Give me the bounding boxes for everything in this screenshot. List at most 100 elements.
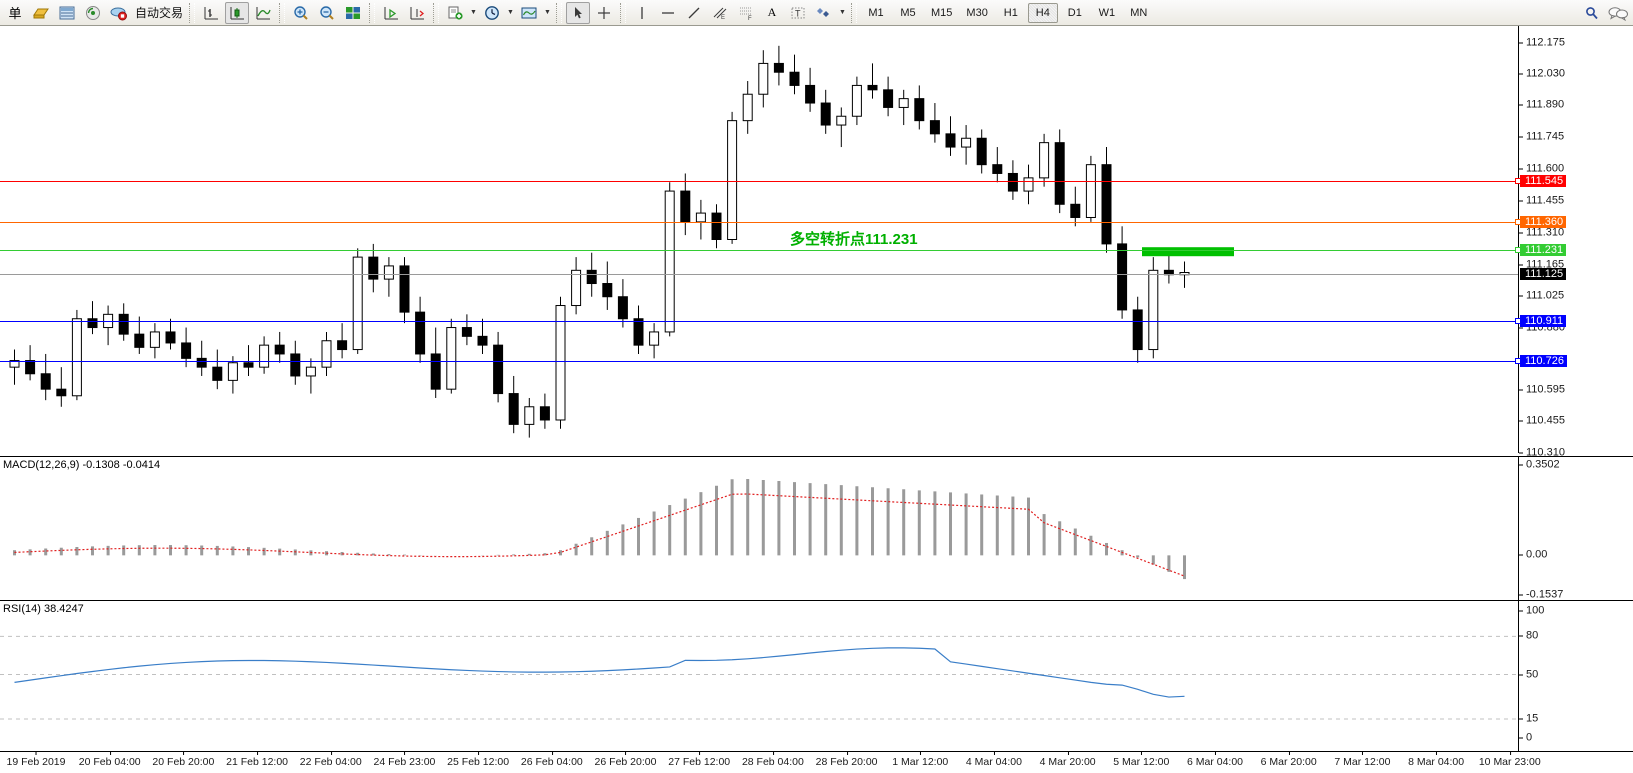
price-tick: 111.025 — [1519, 289, 1564, 302]
time-tick: 22 Feb 04:00 — [299, 751, 362, 768]
indicators-icon[interactable] — [443, 2, 467, 24]
time-tick: 26 Feb 04:00 — [520, 751, 583, 768]
timeframe-m1[interactable]: M1 — [868, 6, 884, 19]
price-level-badge[interactable]: 110.726 — [1520, 355, 1567, 368]
rsi-canvas — [0, 635, 1518, 720]
templates-icon[interactable] — [517, 2, 541, 24]
price-tick: 111.745 — [1519, 131, 1564, 144]
price-level-handle[interactable] — [1515, 218, 1521, 225]
price-level-badge[interactable]: 110.911 — [1520, 314, 1567, 327]
price-level-badge[interactable]: 111.125 — [1520, 267, 1567, 280]
candlestick-canvas — [9, 45, 1234, 438]
fibonacci-icon[interactable]: F — [734, 2, 758, 24]
autotrade-icon[interactable] — [107, 2, 131, 24]
chart-shift-icon[interactable] — [405, 2, 429, 24]
price-level-line[interactable] — [0, 250, 1518, 252]
price-level-line[interactable] — [0, 320, 1518, 322]
timeframe-m15[interactable]: M15 — [931, 6, 953, 19]
time-tick: 19 Feb 2019 — [6, 751, 66, 768]
time-tick: 28 Feb 04:00 — [741, 751, 804, 768]
cursor-icon[interactable] — [566, 1, 591, 24]
autotrade-label[interactable]: 自动交易 — [135, 6, 184, 20]
rsi-tick: 15 — [1519, 712, 1538, 725]
macd-pane[interactable]: MACD(12,26,9) -0.1308 -0.0414 0.3502 0.00… — [0, 456, 1633, 608]
shapes-dropdown-caret[interactable]: ▼ — [839, 9, 846, 16]
zoom-out-icon[interactable] — [315, 2, 339, 24]
timeframe-h4[interactable]: H4 — [1027, 2, 1058, 23]
period-dropdown-caret[interactable]: ▼ — [507, 9, 514, 16]
price-level-handle[interactable] — [1515, 358, 1521, 365]
horizontal-line-icon[interactable] — [656, 2, 680, 24]
auto-scroll-icon[interactable] — [379, 2, 403, 24]
bar-chart-icon[interactable] — [199, 2, 223, 24]
timeframe-h1[interactable]: H1 — [1003, 6, 1018, 19]
search-icon[interactable] — [1580, 2, 1604, 24]
text-icon[interactable]: T — [786, 2, 810, 24]
timeframe-w1[interactable]: W1 — [1098, 6, 1116, 19]
vertical-line-icon[interactable] — [630, 2, 654, 24]
svg-text:T: T — [795, 8, 801, 18]
price-axis[interactable]: 112.175 112.030 111.890 111.745 111.600 111.4… — [1518, 26, 1633, 459]
time-tick: 7 Mar 12:00 — [1334, 751, 1391, 768]
time-axis[interactable]: 19 Feb 2019 20 Feb 04:00 20 Feb 20:00 21 Fe… — [0, 751, 1633, 773]
time-tick: 25 Feb 12:00 — [447, 751, 510, 768]
time-tick: 27 Feb 12:00 — [668, 751, 731, 768]
price-level-handle[interactable] — [1515, 247, 1521, 254]
time-tick: 24 Feb 23:00 — [373, 751, 436, 768]
toolbar-separator — [189, 2, 196, 23]
macd-tick: 0.3502 — [1519, 459, 1560, 472]
rsi-pane[interactable]: RSI(14) 38.4247 100 80 50 15 0 — [0, 600, 1633, 751]
price-level-handle[interactable] — [1515, 178, 1521, 185]
price-tick: 111.310 — [1519, 226, 1564, 239]
shapes-icon[interactable] — [812, 2, 836, 24]
zoom-in-icon[interactable] — [289, 2, 313, 24]
price-level-handle[interactable] — [1515, 317, 1521, 324]
toolbar-separator-2 — [279, 2, 286, 23]
candlestick-chart-icon[interactable] — [225, 1, 250, 24]
trendline-icon[interactable] — [682, 2, 706, 24]
equidistant-channel-icon[interactable]: E — [708, 2, 732, 24]
price-tick: 112.030 — [1519, 68, 1565, 81]
price-pane[interactable]: 多空转折点111.231 112.175 112.030 111.890 111.74… — [0, 26, 1633, 459]
toolbar-separator-7 — [851, 2, 858, 23]
chat-icon[interactable] — [1606, 2, 1630, 24]
new-order-icon[interactable]: 单 — [3, 2, 27, 24]
toolbar-separator-3 — [369, 2, 376, 23]
price-level-badge[interactable]: 111.231 — [1520, 244, 1567, 257]
indicators-dropdown-caret[interactable]: ▼ — [470, 9, 477, 16]
gold-bar-icon[interactable] — [29, 2, 53, 24]
data-window-icon[interactable] — [55, 2, 79, 24]
signal-icon[interactable] — [81, 2, 105, 24]
toolbar-separator-5 — [556, 2, 563, 23]
time-tick: 6 Mar 20:00 — [1260, 751, 1317, 768]
time-tick: 26 Feb 20:00 — [594, 751, 657, 768]
macd-tick: 0.00 — [1519, 549, 1547, 562]
price-tick: 112.175 — [1519, 36, 1565, 49]
clock-icon[interactable] — [480, 2, 504, 24]
text-label-icon[interactable]: A — [767, 5, 777, 19]
time-tick: 21 Feb 12:00 — [226, 751, 289, 768]
price-tick: 111.890 — [1519, 99, 1564, 112]
rsi-tick: 100 — [1519, 605, 1544, 618]
price-level-badge[interactable]: 111.360 — [1520, 215, 1567, 228]
price-level-badge[interactable]: 111.545 — [1520, 175, 1567, 188]
time-tick: 5 Mar 12:00 — [1113, 751, 1170, 768]
macd-tick: -0.1537 — [1519, 589, 1563, 602]
line-chart-icon[interactable] — [251, 2, 275, 24]
timeframe-m30[interactable]: M30 — [966, 6, 988, 19]
price-level-line[interactable] — [0, 361, 1518, 363]
timeframe-m5[interactable]: M5 — [900, 6, 916, 19]
toolbar-separator-6 — [620, 2, 627, 23]
rsi-label: RSI(14) 38.4247 — [3, 603, 84, 615]
price-level-line[interactable] — [0, 221, 1518, 223]
price-level-line[interactable] — [0, 181, 1518, 183]
price-tick: 110.310 — [1519, 447, 1565, 460]
tile-windows-icon[interactable] — [341, 2, 365, 24]
time-tick: 4 Mar 20:00 — [1039, 751, 1096, 768]
crosshair-icon[interactable] — [592, 2, 616, 24]
current-price-line — [0, 273, 1518, 275]
timeframe-d1[interactable]: D1 — [1067, 6, 1082, 19]
chart-area[interactable]: ▲ USDJPY-,H4 111.089 111.151 111.082 111… — [0, 26, 1633, 773]
timeframe-mn[interactable]: MN — [1130, 6, 1148, 19]
templates-dropdown-caret[interactable]: ▼ — [544, 9, 551, 16]
